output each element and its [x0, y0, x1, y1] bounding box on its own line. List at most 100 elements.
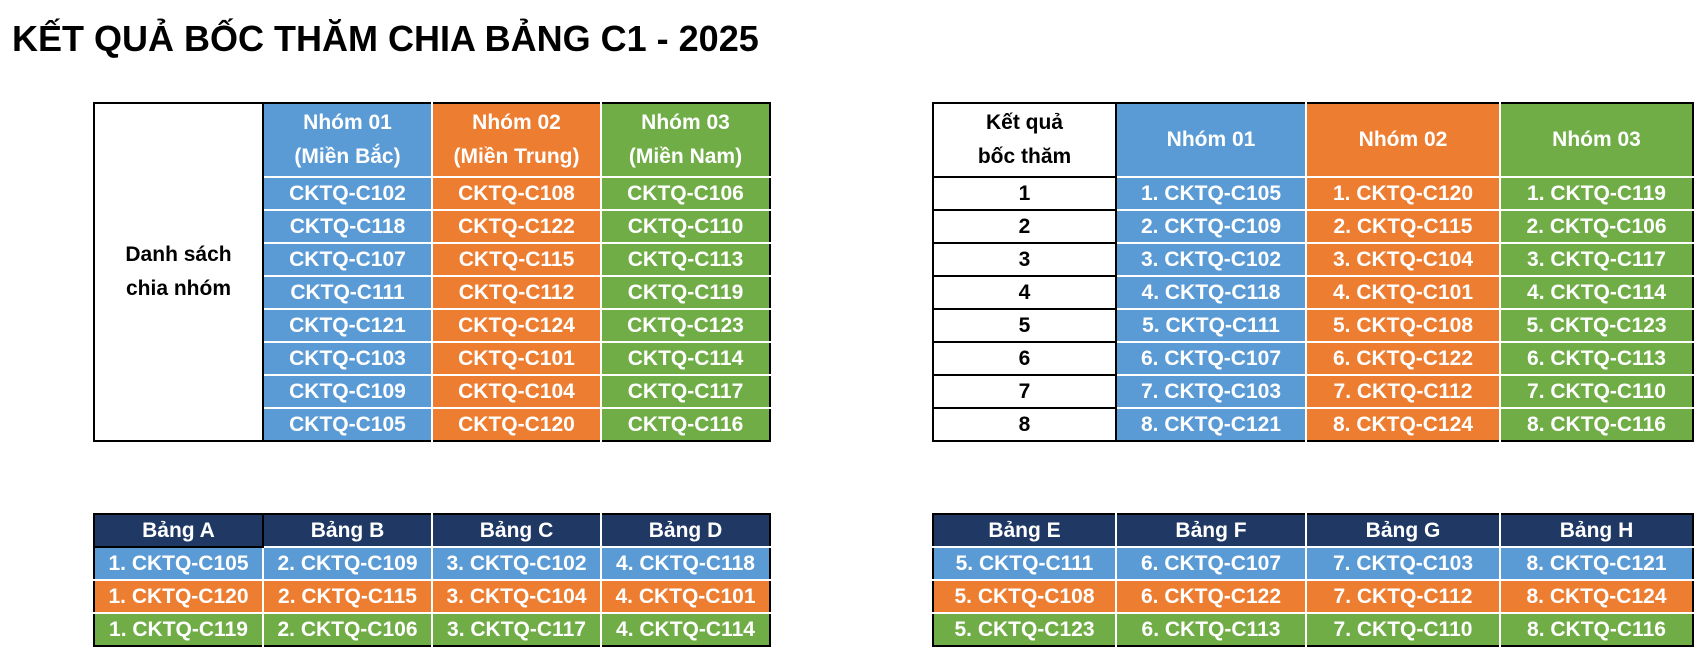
team-cell: 2. CKTQ-C106 — [263, 613, 433, 646]
group-header-e: Bảng E — [933, 514, 1117, 548]
team-cell: 7. CKTQ-C110 — [1500, 375, 1693, 409]
draw-number: 2 — [933, 210, 1117, 244]
header-line2: (Miền Bắc) — [294, 145, 401, 168]
team-cell: 1. CKTQ-C105 — [1116, 177, 1307, 211]
team-cell: CKTQ-C112 — [432, 276, 602, 310]
team-cell: 6. CKTQ-C107 — [1116, 547, 1307, 581]
group-header-f: Bảng F — [1116, 514, 1307, 548]
division-header-nhom02: Nhóm 02 (Miền Trung) — [432, 103, 602, 178]
team-cell: 8. CKTQ-C121 — [1116, 408, 1307, 441]
table-row: 2 2. CKTQ-C109 2. CKTQ-C115 2. CKTQ-C106 — [933, 210, 1693, 244]
header-line1: Nhóm 02 — [472, 111, 561, 134]
team-cell: 8. CKTQ-C116 — [1500, 613, 1693, 646]
table-row: 1. CKTQ-C105 2. CKTQ-C109 3. CKTQ-C102 4. C… — [94, 547, 770, 581]
team-cell: 7. CKTQ-C103 — [1116, 375, 1307, 409]
team-cell: 5. CKTQ-C111 — [933, 547, 1117, 581]
group-header-g: Bảng G — [1306, 514, 1501, 548]
division-header-nhom01: Nhóm 01 (Miền Bắc) — [263, 103, 433, 178]
team-cell: CKTQ-C117 — [601, 375, 770, 409]
team-cell: 2. CKTQ-C109 — [263, 547, 433, 581]
team-cell: CKTQ-C106 — [601, 177, 770, 211]
team-cell: CKTQ-C119 — [601, 276, 770, 310]
team-cell: 3. CKTQ-C102 — [1116, 243, 1307, 277]
table-row: CKTQ-C103 CKTQ-C101 CKTQ-C114 — [94, 342, 770, 376]
header-line2: (Miền Trung) — [453, 145, 580, 168]
draw-number: 8 — [933, 408, 1117, 441]
team-cell: CKTQ-C120 — [432, 408, 602, 441]
team-cell: CKTQ-C115 — [432, 243, 602, 277]
team-cell: CKTQ-C101 — [432, 342, 602, 376]
table-row: 5 5. CKTQ-C111 5. CKTQ-C108 5. CKTQ-C123 — [933, 309, 1693, 343]
team-cell: 4. CKTQ-C114 — [601, 613, 770, 646]
team-cell: 3. CKTQ-C117 — [432, 613, 602, 646]
team-cell: 8. CKTQ-C124 — [1500, 580, 1693, 614]
team-cell: 1. CKTQ-C120 — [1306, 177, 1501, 211]
division-label-line2: chia nhóm — [125, 277, 231, 300]
team-cell: 4. CKTQ-C118 — [1116, 276, 1307, 310]
group-header-h: Bảng H — [1500, 514, 1693, 548]
team-cell: 5. CKTQ-C111 — [1116, 309, 1307, 343]
table-row: CKTQ-C102 CKTQ-C108 CKTQ-C106 — [94, 177, 770, 211]
team-cell: CKTQ-C124 — [432, 309, 602, 343]
header-line1: Nhóm 03 — [641, 111, 730, 134]
division-label-cell: Danh sách chia nhóm — [94, 103, 264, 441]
team-cell: 8. CKTQ-C116 — [1500, 408, 1693, 441]
team-cell: CKTQ-C105 — [263, 408, 433, 441]
draw-header-nhom01: Nhóm 01 — [1116, 103, 1307, 178]
team-cell: 2. CKTQ-C115 — [263, 580, 433, 614]
draw-number: 5 — [933, 309, 1117, 343]
team-cell: 6. CKTQ-C107 — [1116, 342, 1307, 376]
table-row: 4 4. CKTQ-C118 4. CKTQ-C101 4. CKTQ-C114 — [933, 276, 1693, 310]
table-row: 5. CKTQ-C123 6. CKTQ-C113 7. CKTQ-C110 8. C… — [933, 613, 1693, 646]
draw-number: 3 — [933, 243, 1117, 277]
team-cell: CKTQ-C104 — [432, 375, 602, 409]
draw-header-nhom02: Nhóm 02 — [1306, 103, 1501, 178]
team-cell: 6. CKTQ-C113 — [1500, 342, 1693, 376]
team-cell: CKTQ-C121 — [263, 309, 433, 343]
table-row: CKTQ-C109 CKTQ-C104 CKTQ-C117 — [94, 375, 770, 409]
team-cell: 7. CKTQ-C110 — [1306, 613, 1501, 646]
team-cell: 5. CKTQ-C123 — [933, 613, 1117, 646]
draw-number: 7 — [933, 375, 1117, 409]
team-cell: 6. CKTQ-C122 — [1306, 342, 1501, 376]
team-cell: 5. CKTQ-C108 — [1306, 309, 1501, 343]
team-cell: 7. CKTQ-C112 — [1306, 580, 1501, 614]
draw-result-table: Kết quả bốc thăm Nhóm 01 Nhóm 02 Nhóm 03… — [932, 102, 1694, 442]
draw-header-nhom03: Nhóm 03 — [1500, 103, 1693, 178]
table-row: 1 1. CKTQ-C105 1. CKTQ-C120 1. CKTQ-C119 — [933, 177, 1693, 211]
division-label-line1: Danh sách — [125, 243, 232, 266]
team-cell: 4. CKTQ-C118 — [601, 547, 770, 581]
team-cell: 8. CKTQ-C124 — [1306, 408, 1501, 441]
group-header-a: Bảng A — [93, 513, 264, 548]
team-cell: CKTQ-C111 — [263, 276, 433, 310]
team-cell: 2. CKTQ-C106 — [1500, 210, 1693, 244]
team-cell: 3. CKTQ-C104 — [432, 580, 602, 614]
team-cell: 4. CKTQ-C101 — [1306, 276, 1501, 310]
team-cell: 1. CKTQ-C120 — [94, 580, 264, 614]
team-cell: 4. CKTQ-C114 — [1500, 276, 1693, 310]
team-cell: 3. CKTQ-C104 — [1306, 243, 1501, 277]
draw-header-cell: Kết quả bốc thăm — [933, 103, 1117, 178]
division-table: Danh sách chia nhóm Nhóm 01 (Miền Bắc) N… — [93, 102, 771, 442]
team-cell: CKTQ-C122 — [432, 210, 602, 244]
team-cell: 6. CKTQ-C113 — [1116, 613, 1307, 646]
group-header-b: Bảng B — [263, 514, 433, 548]
team-cell: CKTQ-C107 — [263, 243, 433, 277]
table-row: 1. CKTQ-C120 2. CKTQ-C115 3. CKTQ-C104 4. C… — [94, 580, 770, 614]
table-row: CKTQ-C118 CKTQ-C122 CKTQ-C110 — [94, 210, 770, 244]
team-cell: CKTQ-C113 — [601, 243, 770, 277]
team-cell: 1. CKTQ-C119 — [1500, 177, 1693, 211]
team-cell: 1. CKTQ-C105 — [94, 547, 264, 581]
page-title: KẾT QUẢ BỐC THĂM CHIA BẢNG C1 - 2025 — [12, 18, 759, 59]
team-cell: CKTQ-C108 — [432, 177, 602, 211]
team-cell: CKTQ-C110 — [601, 210, 770, 244]
table-row: 3 3. CKTQ-C102 3. CKTQ-C104 3. CKTQ-C117 — [933, 243, 1693, 277]
table-row: 5. CKTQ-C111 6. CKTQ-C107 7. CKTQ-C103 8. C… — [933, 547, 1693, 581]
team-cell: 5. CKTQ-C108 — [933, 580, 1117, 614]
group-header-c: Bảng C — [432, 514, 602, 548]
team-cell: 3. CKTQ-C102 — [432, 547, 602, 581]
groups-a-d-table: Bảng A Bảng B Bảng C Bảng D 1. CKTQ-C105… — [93, 513, 771, 647]
draw-header-line2: bốc thăm — [977, 145, 1072, 168]
team-cell: CKTQ-C109 — [263, 375, 433, 409]
team-cell: 2. CKTQ-C115 — [1306, 210, 1501, 244]
